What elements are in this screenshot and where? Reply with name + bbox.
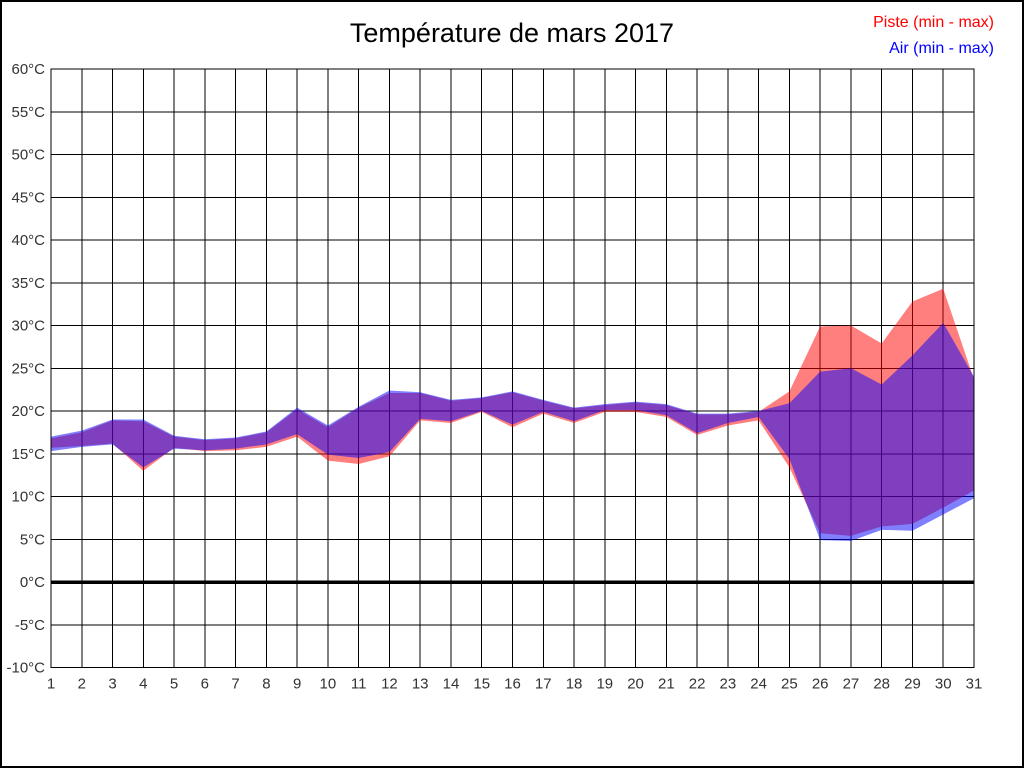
y-axis-tick-label: 20°C bbox=[11, 403, 45, 420]
air-range-band bbox=[51, 322, 974, 541]
y-axis-tick-label: 25°C bbox=[11, 360, 45, 377]
x-axis-tick-label: 29 bbox=[904, 676, 921, 693]
x-axis-tick-label: 30 bbox=[935, 676, 952, 693]
y-axis-tick-label: 35°C bbox=[11, 275, 45, 292]
x-axis-tick-label: 14 bbox=[443, 676, 460, 693]
chart-legend: Piste (min - max) Air (min - max) bbox=[873, 10, 994, 62]
x-axis-tick-label: 24 bbox=[750, 676, 767, 693]
x-axis-tick-label: 1 bbox=[47, 676, 55, 693]
y-axis-tick-label: 5°C bbox=[20, 531, 45, 548]
y-axis-tick-label: 55°C bbox=[11, 104, 45, 121]
y-axis-tick-label: 10°C bbox=[11, 489, 45, 506]
x-axis-tick-label: 9 bbox=[293, 676, 301, 693]
x-axis-tick-label: 26 bbox=[812, 676, 829, 693]
x-axis-tick-label: 28 bbox=[873, 676, 890, 693]
x-axis-tick-label: 17 bbox=[535, 676, 552, 693]
x-axis-tick-label: 7 bbox=[231, 676, 239, 693]
y-axis-tick-label: -10°C bbox=[6, 660, 45, 677]
x-axis-tick-label: 2 bbox=[78, 676, 86, 693]
chart-title: Température de mars 2017 bbox=[349, 18, 675, 48]
x-axis-tick-label: 4 bbox=[139, 676, 147, 693]
x-axis-tick-label: 31 bbox=[966, 676, 983, 693]
x-axis-tick-label: 10 bbox=[320, 676, 337, 693]
x-axis-tick-label: 13 bbox=[412, 676, 429, 693]
x-axis-tick-label: 11 bbox=[351, 676, 367, 693]
x-axis-tick-label: 8 bbox=[262, 676, 270, 693]
x-axis-tick-label: 6 bbox=[201, 676, 209, 693]
x-axis-tick-label: 23 bbox=[720, 676, 737, 693]
x-axis-tick-label: 27 bbox=[843, 676, 860, 693]
x-axis-tick-label: 16 bbox=[504, 676, 521, 693]
x-axis-tick-label: 18 bbox=[566, 676, 583, 693]
y-axis-tick-label: 0°C bbox=[20, 574, 45, 591]
x-axis-tick-label: 21 bbox=[658, 676, 675, 693]
y-axis-tick-label: -5°C bbox=[15, 617, 45, 634]
y-axis-tick-label: 15°C bbox=[11, 446, 45, 463]
x-axis-tick-label: 20 bbox=[627, 676, 644, 693]
x-axis-tick-label: 5 bbox=[170, 676, 178, 693]
x-axis-tick-label: 25 bbox=[781, 676, 798, 693]
y-axis-tick-label: 30°C bbox=[11, 318, 45, 335]
y-axis-tick-label: 60°C bbox=[11, 61, 45, 78]
x-axis-tick-label: 3 bbox=[108, 676, 116, 693]
y-axis-tick-label: 40°C bbox=[11, 232, 45, 249]
x-axis-tick-label: 12 bbox=[381, 676, 398, 693]
plot-frame bbox=[50, 68, 975, 669]
legend-air-label: Air (min - max) bbox=[889, 40, 994, 57]
y-axis-tick-label: 45°C bbox=[11, 189, 45, 206]
legend-piste-label: Piste (min - max) bbox=[873, 14, 994, 31]
x-axis-tick-label: 22 bbox=[689, 676, 706, 693]
y-axis-tick-label: 50°C bbox=[11, 147, 45, 164]
x-axis-tick-label: 19 bbox=[596, 676, 613, 693]
x-axis-tick-label: 15 bbox=[473, 676, 490, 693]
